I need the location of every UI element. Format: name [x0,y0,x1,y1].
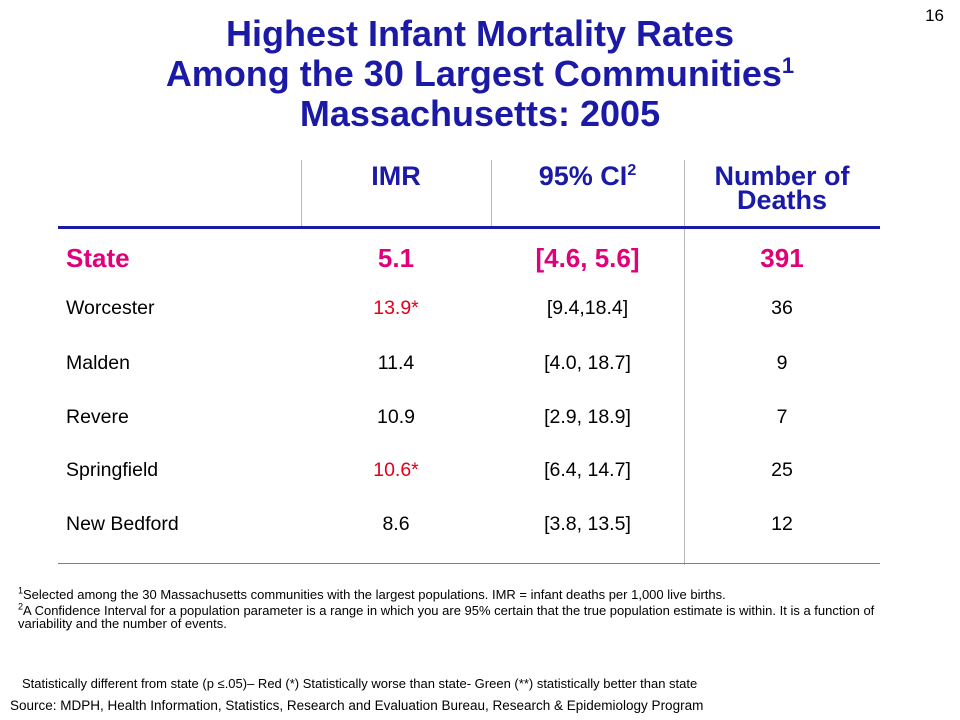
ci-value: [4.6, 5.6] [535,243,640,273]
header-rule [58,226,880,229]
title-line-2: Among the 30 Largest Communities1 [0,54,960,94]
deaths-value: 36 [771,297,793,319]
column-header-ci: 95% CI2 [491,161,684,191]
title-line-1: Highest Infant Mortality Rates [225,13,735,54]
column-divider-3 [684,160,685,565]
imr-value: 13.9* [373,297,419,319]
imr-value: 8.6 [382,513,410,535]
deaths-value: 391 [760,243,804,273]
page-title: Highest Infant Mortality Rates Among the… [0,14,960,134]
ci-value: [3.8, 13.5] [544,513,631,535]
footnote-1-text: Selected among the 30 Massachusetts comm… [23,587,726,602]
community-name: Malden [66,352,130,374]
table-bottom-rule [58,563,880,564]
ci-value: [2.9, 18.9] [544,406,631,428]
imr-value: 11.4 [377,352,415,374]
deaths-value: 7 [776,406,788,428]
column-header-imr-label: IMR [371,161,421,191]
imr-value: 5.1 [377,243,415,273]
column-header-ci-footnote: 2 [627,162,637,179]
footnote-2-marker: 2 [18,601,24,612]
source-note: Source: MDPH, Health Information, Statis… [10,698,704,713]
column-header-imr: IMR [301,161,491,191]
significance-note: Statistically different from state (p ≤.… [22,676,698,691]
imr-value: 10.6* [373,459,419,481]
column-divider-2 [491,160,492,228]
title-footnote-marker: 1 [781,53,795,78]
community-name: Springfield [66,459,159,481]
footnote-2-text: A Confidence Interval for a population p… [18,603,875,631]
ci-value: [9.4,18.4] [546,297,629,319]
deaths-value: 25 [771,459,793,481]
column-header-ci-label: 95% CI [538,161,628,191]
title-line-3: Massachusetts: 2005 [299,93,661,134]
ci-value: [4.0, 18.7] [544,352,631,374]
deaths-value: 12 [771,513,793,535]
ci-value: [6.4, 14.7] [544,459,631,481]
community-name: Worcester [66,297,155,319]
column-header-deaths: Number of Deaths [684,161,880,215]
footnotes: 1Selected among the 30 Massachusetts com… [18,585,898,633]
community-name: State [66,243,130,273]
column-divider-1 [301,160,302,228]
footnote-2: 2A Confidence Interval for a population … [18,601,898,631]
footnote-1: 1Selected among the 30 Massachusetts com… [18,585,898,602]
imr-value: 10.9 [377,406,415,428]
community-name: Revere [66,406,129,428]
column-header-deaths-label: Number of Deaths [714,161,850,215]
data-table: IMR 95% CI2 Number of Deaths State 5.1 [4.… [58,160,880,565]
slide-number: 16 [925,6,944,25]
deaths-value: 9 [776,352,788,374]
community-name: New Bedford [66,513,179,535]
title-line-2-text: Among the 30 Largest Communities [165,53,782,94]
footnote-1-marker: 1 [18,585,24,596]
